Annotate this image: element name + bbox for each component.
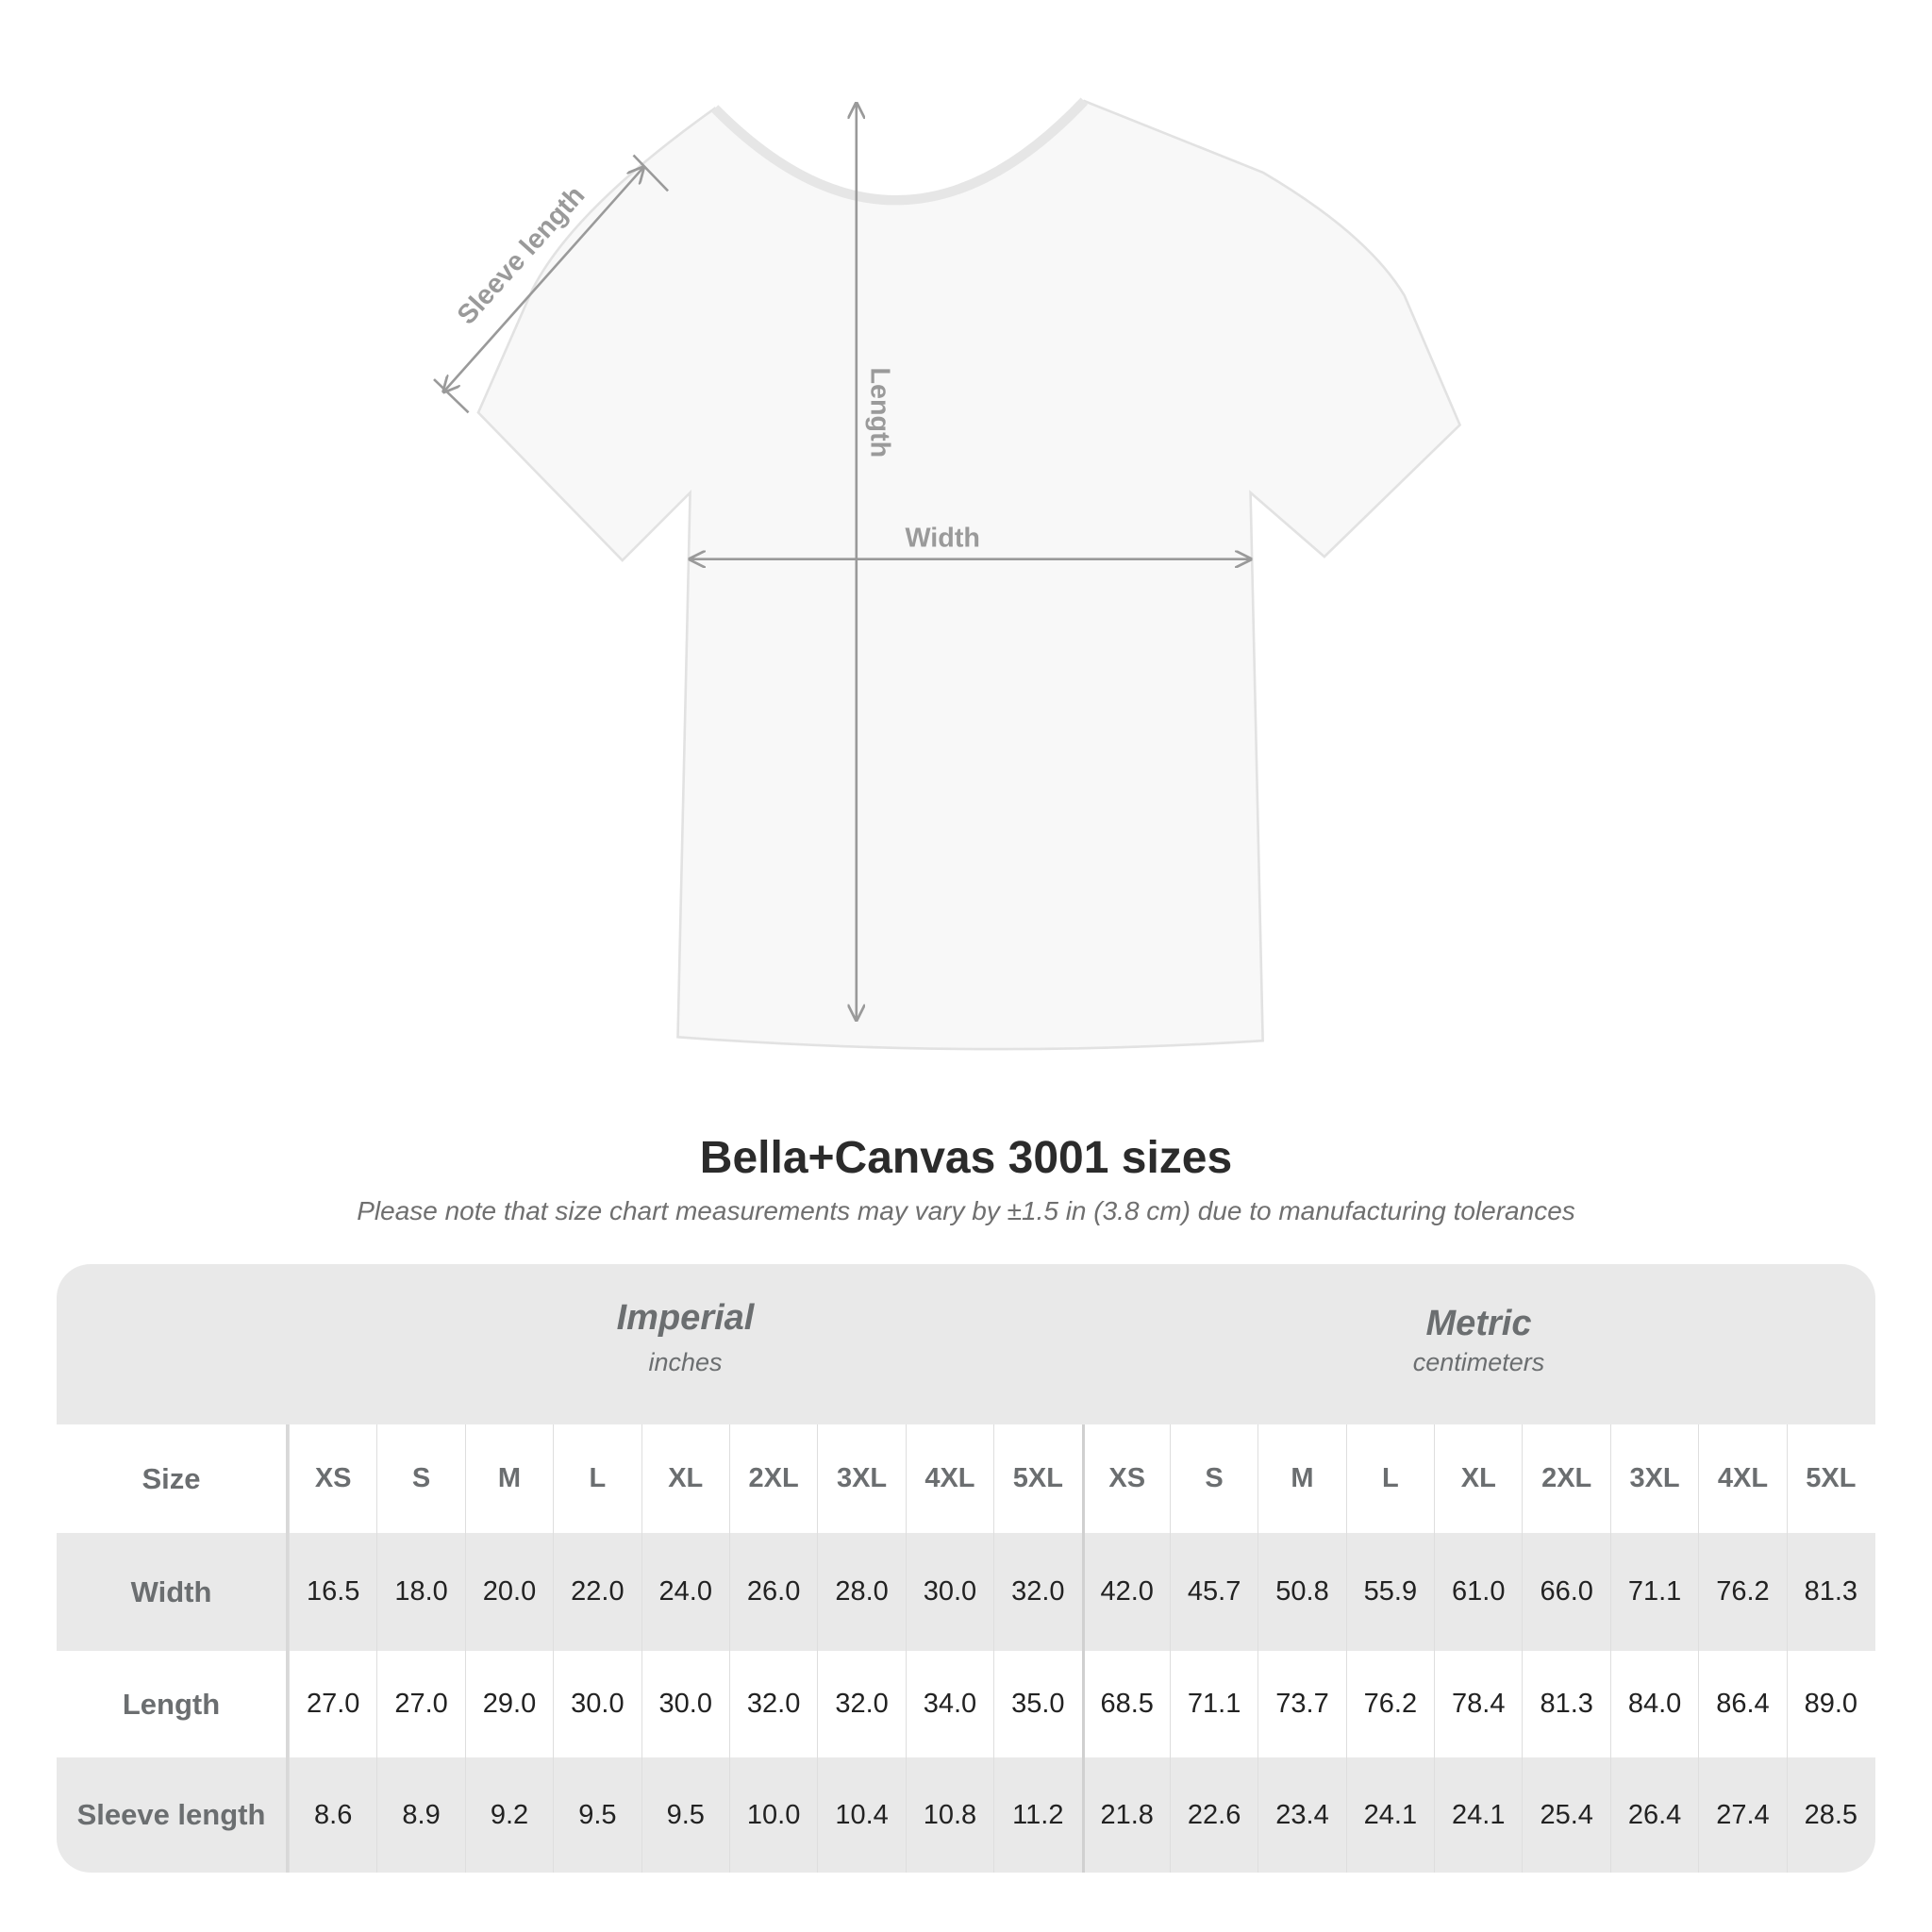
table-row: Sleeve length 8.6 8.9 9.2 9.5 9.5 10.0 10.4 10.8…: [57, 1757, 1875, 1873]
metric-value-cell: 73.7: [1257, 1651, 1345, 1757]
size-header-cell: L: [1345, 1424, 1434, 1533]
tshirt-diagram: Sleeve length Length Width: [433, 97, 1462, 1051]
size-header-cell: L: [553, 1424, 641, 1533]
imperial-title: Imperial: [616, 1298, 755, 1338]
size-header-cell: 4XL: [1698, 1424, 1786, 1533]
metric-unit: centimeters: [1412, 1348, 1545, 1376]
imperial-value-cell: 8.9: [376, 1757, 464, 1873]
metric-value-cell: 81.3: [1522, 1651, 1609, 1757]
metric-value-cell: 76.2: [1345, 1651, 1434, 1757]
metric-value-cell: 61.0: [1434, 1533, 1522, 1651]
size-header-cell: 3XL: [817, 1424, 905, 1533]
size-header-cell: S: [376, 1424, 464, 1533]
metric-value-cell: 55.9: [1345, 1533, 1434, 1651]
size-header-cell: 5XL: [993, 1424, 1081, 1533]
metric-header: Metric centimeters: [1082, 1264, 1875, 1424]
metric-value-cell: 89.0: [1786, 1651, 1874, 1757]
tolerance-note: Please note that size chart measurements…: [357, 1196, 1575, 1225]
row-label: Sleeve length: [57, 1757, 289, 1873]
imperial-value-cell: 24.0: [641, 1533, 729, 1651]
metric-value-cell: 21.8: [1081, 1757, 1170, 1873]
imperial-value-cell: 27.0: [376, 1651, 464, 1757]
metric-value-cell: 50.8: [1257, 1533, 1345, 1651]
imperial-value-cell: 32.0: [993, 1533, 1081, 1651]
imperial-value-cell: 20.0: [464, 1533, 553, 1651]
metric-value-cell: 42.0: [1081, 1533, 1170, 1651]
imperial-value-cell: 30.0: [553, 1651, 641, 1757]
metric-value-cell: 71.1: [1169, 1651, 1257, 1757]
imperial-value-cell: 10.0: [728, 1757, 817, 1873]
imperial-value-cell: 28.0: [817, 1533, 905, 1651]
metric-value-cell: 27.4: [1698, 1757, 1786, 1873]
row-label: Length: [57, 1651, 289, 1757]
metric-value-cell: 22.6: [1169, 1757, 1257, 1873]
size-header-cell: 3XL: [1609, 1424, 1698, 1533]
imperial-value-cell: 27.0: [289, 1651, 376, 1757]
imperial-value-cell: 26.0: [728, 1533, 817, 1651]
size-header-cell: XS: [289, 1424, 376, 1533]
metric-value-cell: 24.1: [1434, 1757, 1522, 1873]
size-header-cell: XL: [641, 1424, 729, 1533]
size-table: Imperial inches Metric centimeters Size X…: [57, 1264, 1875, 1873]
imperial-value-cell: 18.0: [376, 1533, 464, 1651]
imperial-value-cell: 30.0: [641, 1651, 729, 1757]
imperial-value-cell: 10.4: [817, 1757, 905, 1873]
imperial-header: Imperial inches: [289, 1264, 1082, 1424]
metric-title: Metric: [1425, 1304, 1532, 1343]
size-header-cell: XS: [1081, 1424, 1170, 1533]
size-header-cell: 2XL: [1522, 1424, 1609, 1533]
metric-value-cell: 45.7: [1169, 1533, 1257, 1651]
metric-value-cell: 84.0: [1609, 1651, 1698, 1757]
size-header-cell: M: [1257, 1424, 1345, 1533]
row-label: Width: [57, 1533, 289, 1651]
table-row: Width 16.5 18.0 20.0 22.0 24.0 26.0 28.0 30.0 32.…: [57, 1533, 1875, 1651]
row-label: Size: [57, 1424, 289, 1533]
metric-value-cell: 78.4: [1434, 1651, 1522, 1757]
imperial-value-cell: 22.0: [553, 1533, 641, 1651]
sleeve-measure-line: [443, 168, 643, 392]
imperial-value-cell: 29.0: [464, 1651, 553, 1757]
size-header-cell: 5XL: [1786, 1424, 1874, 1533]
imperial-value-cell: 10.8: [905, 1757, 993, 1873]
metric-value-cell: 28.5: [1786, 1757, 1874, 1873]
metric-value-cell: 66.0: [1522, 1533, 1609, 1651]
width-label: Width: [905, 524, 979, 554]
imperial-value-cell: 30.0: [905, 1533, 993, 1651]
metric-value-cell: 71.1: [1609, 1533, 1698, 1651]
imperial-value-cell: 9.5: [641, 1757, 729, 1873]
imperial-value-cell: 32.0: [728, 1651, 817, 1757]
size-header-cell: 4XL: [905, 1424, 993, 1533]
metric-value-cell: 26.4: [1609, 1757, 1698, 1873]
metric-value-cell: 68.5: [1081, 1651, 1170, 1757]
size-header-cell: XL: [1434, 1424, 1522, 1533]
table-row: Length 27.0 27.0 29.0 30.0 30.0 32.0 32.0 34.0 35…: [57, 1651, 1875, 1757]
imperial-value-cell: 16.5: [289, 1533, 376, 1651]
imperial-unit: inches: [648, 1348, 723, 1376]
length-label: Length: [864, 368, 894, 458]
metric-value-cell: 81.3: [1786, 1533, 1874, 1651]
page-title: Bella+Canvas 3001 sizes: [699, 1133, 1233, 1183]
imperial-value-cell: 34.0: [905, 1651, 993, 1757]
metric-value-cell: 25.4: [1522, 1757, 1609, 1873]
imperial-value-cell: 9.2: [464, 1757, 553, 1873]
metric-value-cell: 76.2: [1698, 1533, 1786, 1651]
size-header-cell: S: [1169, 1424, 1257, 1533]
tshirt-shape: [476, 99, 1462, 1051]
imperial-value-cell: 32.0: [817, 1651, 905, 1757]
imperial-value-cell: 8.6: [289, 1757, 376, 1873]
size-header-cell: 2XL: [728, 1424, 817, 1533]
size-header-row: Size XS S M L XL 2XL 3XL 4XL 5XL XS S M L XL 2XL 3XL 4XL 5…: [57, 1424, 1875, 1533]
metric-value-cell: 24.1: [1345, 1757, 1434, 1873]
imperial-value-cell: 11.2: [993, 1757, 1081, 1873]
size-header-cell: M: [464, 1424, 553, 1533]
metric-value-cell: 86.4: [1698, 1651, 1786, 1757]
imperial-value-cell: 9.5: [553, 1757, 641, 1873]
imperial-value-cell: 35.0: [993, 1651, 1081, 1757]
metric-value-cell: 23.4: [1257, 1757, 1345, 1873]
